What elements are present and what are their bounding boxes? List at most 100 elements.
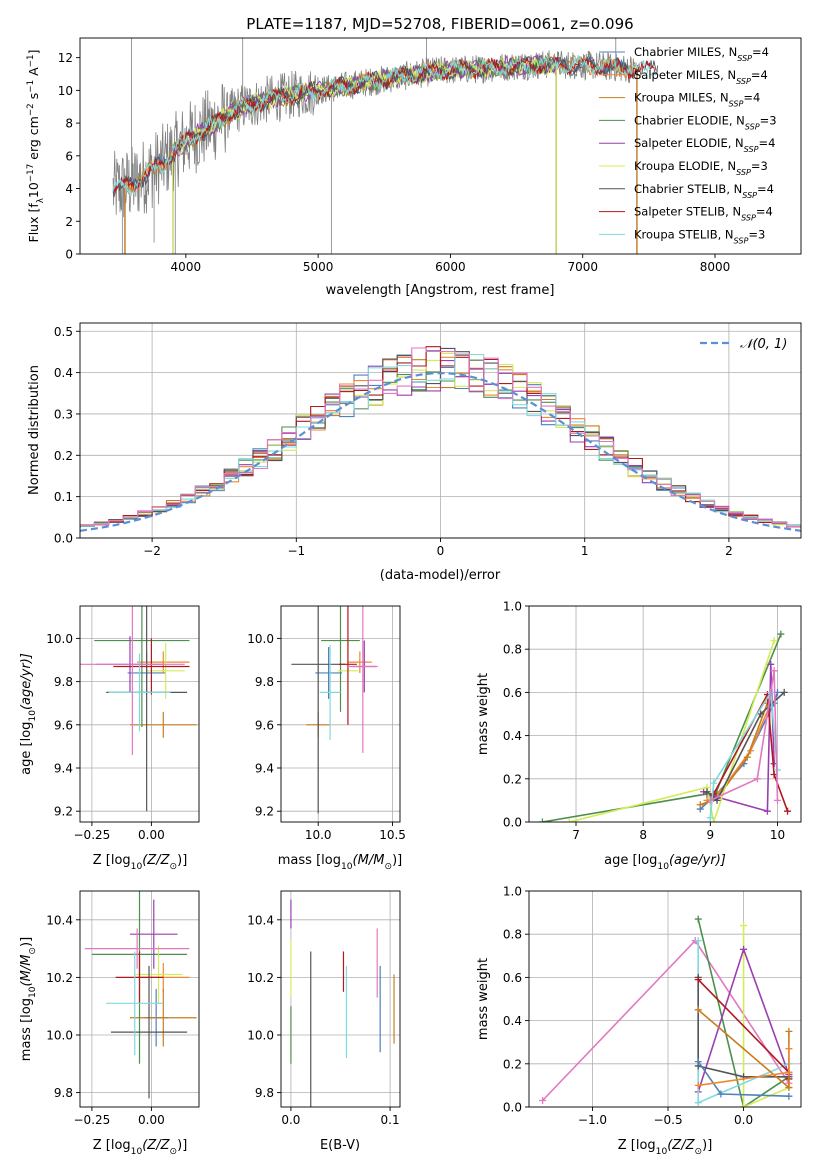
x-tick-label: −1: [287, 544, 305, 558]
x-axis-label-part: (Z/Z: [142, 853, 170, 868]
legend-entry-part: Kroupa MILES, N: [634, 91, 729, 105]
mass-weight-marker: [785, 1045, 793, 1053]
legend-entry-part: =4: [757, 182, 774, 196]
legend-entry-part: SSP: [745, 122, 760, 131]
mass-weight-line: [697, 918, 790, 1107]
x-axis-label-part: Z [log: [93, 1138, 131, 1153]
mass-weight-marker: [694, 937, 702, 945]
axes-frame: [79, 37, 802, 255]
y-tick-label: 0.0: [503, 1101, 522, 1115]
mass-weight-line: [700, 702, 769, 806]
x-axis-label: wavelength [Angstrom, rest frame]: [326, 283, 555, 298]
x-tick-label: 5000: [303, 260, 334, 274]
y-tick-label: 0.2: [503, 772, 522, 786]
legend-entry-part: SSP: [737, 54, 752, 63]
y-axis-label-part: (M/M: [19, 955, 34, 987]
mass-weight-marker: [694, 1081, 702, 1089]
mass-weight-marker: [696, 801, 704, 809]
mass-weight-marker: [763, 807, 771, 815]
axes-frame: [79, 890, 200, 1108]
y-tick-label: 0.6: [503, 686, 522, 700]
mass-weight-marker: [565, 818, 573, 822]
mass-weight-marker: [740, 922, 748, 930]
x-tick-label: −0.25: [74, 1113, 111, 1127]
legend-entry-part: =4: [756, 205, 773, 219]
mass-weight-marker: [773, 796, 781, 804]
mass-weight-marker: [784, 807, 792, 815]
y-axis-label-part: 10: [26, 182, 41, 198]
mass-weight-marker: [717, 1090, 725, 1098]
legend-entry-part: Kroupa ELODIE, N: [634, 159, 736, 173]
mass-weight-line: [569, 640, 775, 822]
plot-area-mass-weight-vs-age: [538, 630, 792, 822]
x-axis-label-part: 10: [656, 1147, 668, 1157]
x-tick-label: 10.5: [379, 828, 406, 842]
chart-mass-weight-vs-z: −1.0 −0.5 0.0 0.0 0.2 0.4 0.6 0.8 1.0 Z [log10(Z/…: [476, 885, 802, 1157]
y-axis-label-part: 10: [28, 986, 38, 998]
y-tick-label: 0.2: [54, 449, 73, 463]
mass-weight-marker: [743, 753, 751, 761]
x-axis-label-part: Z [log: [618, 1138, 656, 1153]
mass-weight-marker: [539, 1097, 547, 1105]
legend-entry-part: =4: [751, 68, 768, 82]
axes-frame: [280, 890, 401, 1108]
x-tick-label: 8: [639, 828, 647, 842]
y-tick-label: 0: [65, 248, 73, 262]
x-axis-label: (data-model)/error: [380, 568, 501, 583]
y-axis-label-part: −1: [26, 54, 36, 67]
x-axis-label-part: ⊙: [170, 1147, 178, 1157]
x-tick-label: 0.00: [138, 1113, 165, 1127]
x-axis-label-part: )]: [702, 1138, 712, 1153]
legend-entry-part: =4: [743, 91, 760, 105]
mass-weight-marker: [785, 1084, 793, 1092]
x-axis-label: Z [log10(Z/Z⊙)]: [618, 1138, 713, 1157]
y-tick-label: 0.5: [54, 325, 73, 339]
y-tick-label: 10.4: [247, 913, 274, 927]
y-tick-label: 6: [65, 149, 73, 163]
mass-weight-marker: [757, 710, 765, 718]
mass-weight-marker: [785, 1092, 793, 1100]
x-axis-label-part: age [log: [604, 853, 657, 868]
x-tick-label: 6000: [435, 260, 466, 274]
mass-weight-marker: [785, 1068, 793, 1076]
y-tick-label: 8: [65, 117, 73, 131]
mass-weight-marker: [694, 1099, 702, 1107]
mass-weight-line: [697, 977, 789, 1078]
y-tick-label: 0.8: [503, 643, 522, 657]
x-tick-label: 10.0: [305, 828, 332, 842]
y-tick-label: 2: [65, 215, 73, 229]
legend-entry: Salpeter STELIB, NSSP=4: [634, 205, 773, 223]
y-axis-label-part: −1: [26, 80, 36, 93]
y-axis-label-part: Flux [f: [26, 203, 41, 243]
legend-entry-part: =4: [752, 45, 769, 59]
legend-entry: Salpeter ELODIE, NSSP=4: [634, 136, 775, 154]
axes-frame: [528, 890, 802, 1108]
y-tick-label: 9.4: [255, 762, 274, 776]
plot-area-mass-weight-vs-z: [539, 915, 793, 1107]
legend-entry-part: SSP: [741, 213, 756, 222]
mass-weight-marker: [706, 796, 714, 804]
y-axis-label: age [log10(age/yr)]: [19, 653, 38, 775]
mass-weight-marker: [770, 637, 778, 645]
chart-age-vs-z: −0.25 0.009.29.49.69.810.0Z [log10(Z/Z⊙)]…: [19, 605, 200, 872]
legend-entry-part: SSP: [736, 76, 751, 85]
plot-area-age-vs-z: [80, 606, 197, 812]
mass-weight-marker: [694, 915, 702, 923]
plot-area-age-vs-mass: [291, 606, 378, 814]
x-axis-label-part: 10: [131, 862, 143, 872]
gaussian-curve: [80, 371, 801, 532]
model-spectrum: [112, 54, 658, 195]
legend-entry: Chabrier MILES, NSSP=4: [634, 45, 769, 63]
x-axis-label-part: )]: [392, 853, 402, 868]
y-tick-label: 0.4: [503, 729, 522, 743]
x-tick-label: 0.1: [381, 1113, 400, 1127]
legend-entry-part: =3: [748, 227, 765, 241]
x-axis-label-part: 10: [341, 862, 353, 872]
x-tick-label: 7000: [567, 260, 598, 274]
y-axis-label-part: ]: [26, 50, 41, 55]
y-tick-label: 0.3: [54, 407, 73, 421]
mass-weight-line: [709, 670, 779, 802]
x-axis-label: age [log10(age/yr)]: [604, 853, 726, 872]
y-tick-label: 0.4: [54, 366, 73, 380]
y-axis-label-part: )]: [19, 937, 34, 947]
